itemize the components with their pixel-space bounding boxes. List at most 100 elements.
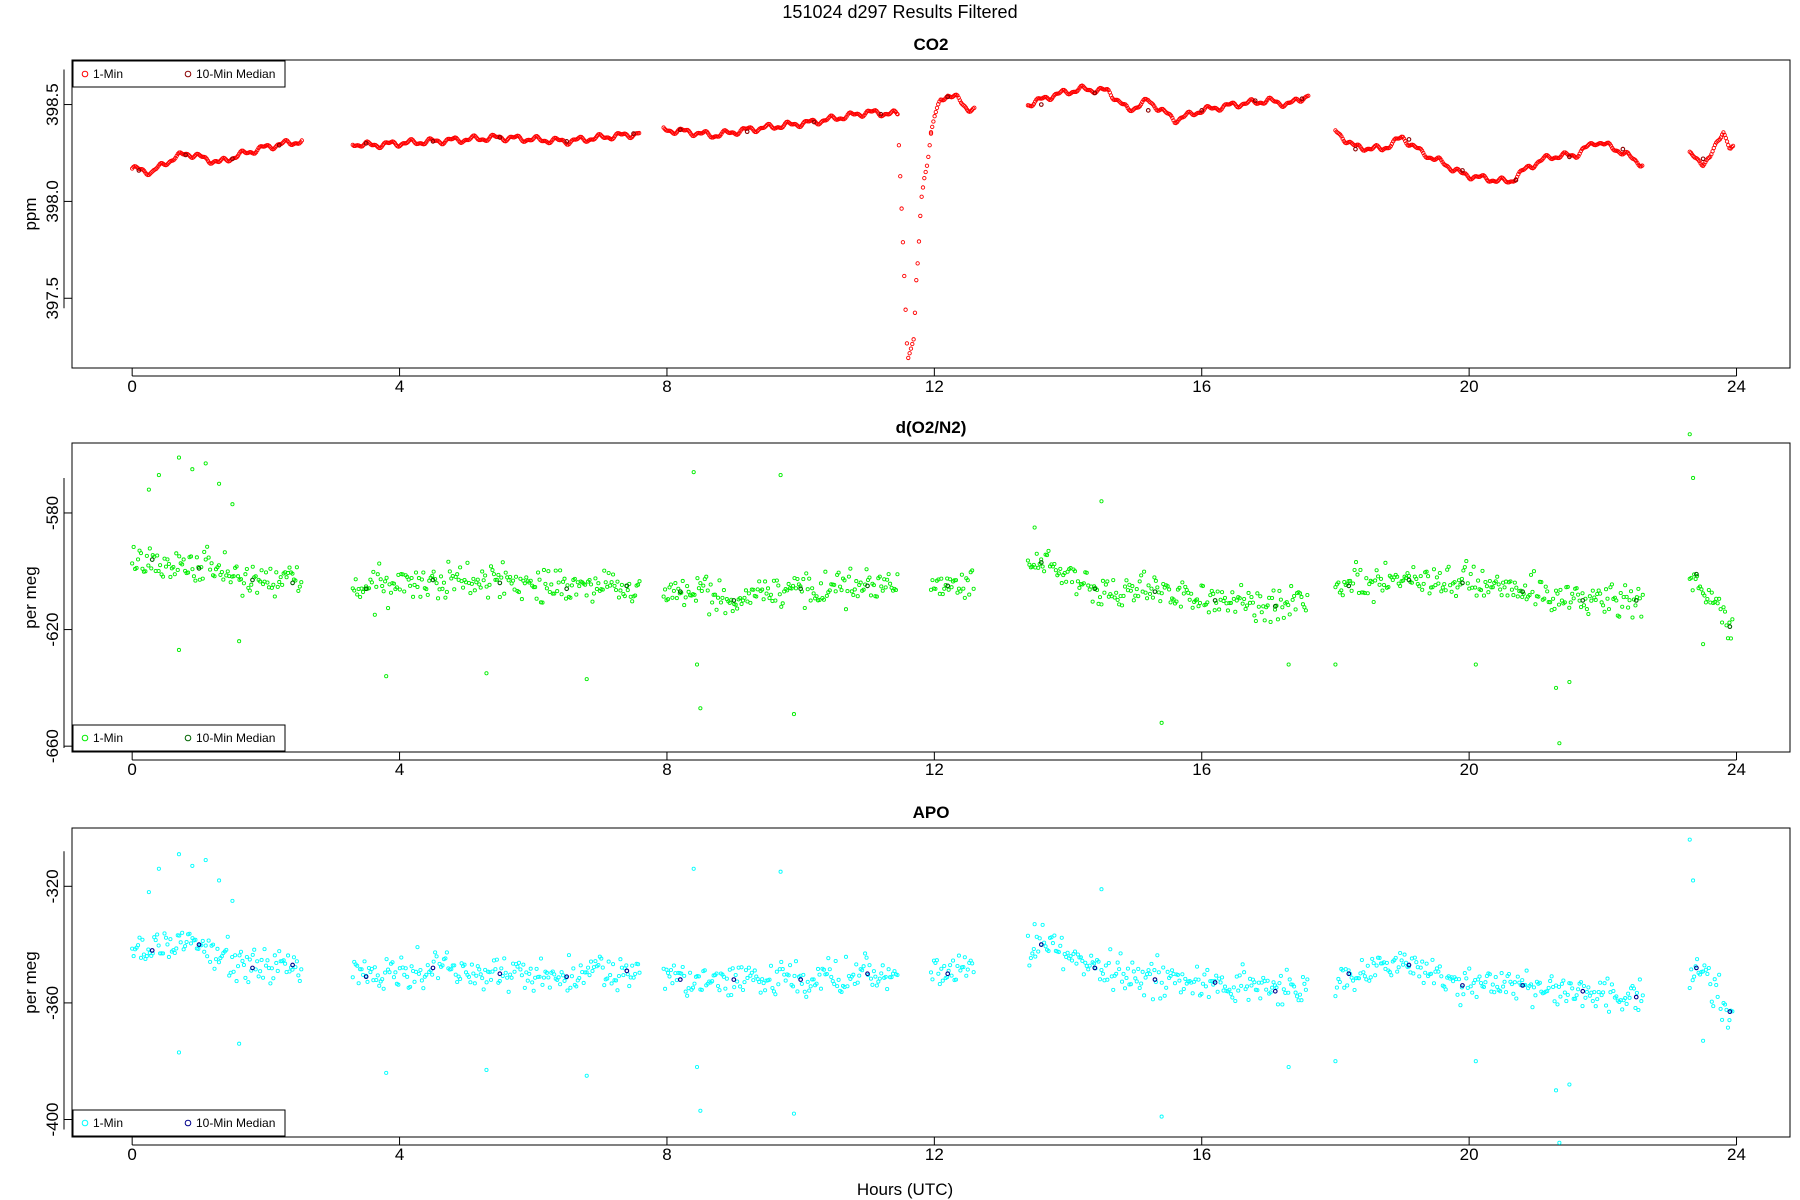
- point: [384, 957, 389, 962]
- point: [757, 579, 762, 584]
- point: [1442, 582, 1447, 587]
- point: [259, 568, 264, 573]
- point: [1286, 603, 1291, 608]
- point: [561, 579, 566, 584]
- point: [1046, 548, 1051, 553]
- point: [1565, 584, 1570, 589]
- point: [763, 988, 768, 993]
- point: [540, 600, 545, 605]
- point: [948, 963, 953, 968]
- point: [503, 970, 508, 975]
- median-point: [497, 971, 503, 977]
- point: [1478, 980, 1484, 986]
- point: [799, 981, 804, 986]
- y-tick-label: -660: [43, 729, 62, 763]
- point: [1456, 977, 1462, 982]
- point: [1440, 585, 1445, 590]
- point: [237, 953, 242, 958]
- point: [1233, 609, 1238, 614]
- point: [1467, 966, 1472, 971]
- point: [864, 955, 869, 960]
- point: [956, 953, 961, 958]
- point: [160, 951, 166, 956]
- point: [1631, 597, 1637, 602]
- median-point: [878, 111, 884, 117]
- point: [1177, 585, 1182, 590]
- median-point: [945, 583, 951, 589]
- point: [1506, 971, 1512, 977]
- point: [1356, 976, 1362, 981]
- point: [930, 578, 935, 583]
- point: [522, 985, 527, 990]
- point: [1200, 583, 1205, 589]
- point: [708, 582, 713, 587]
- point: [1286, 1064, 1291, 1070]
- point: [287, 565, 292, 570]
- point: [590, 968, 595, 974]
- point: [1139, 981, 1144, 986]
- point: [633, 971, 638, 976]
- point: [1239, 583, 1244, 588]
- point: [1081, 581, 1086, 586]
- point: [596, 962, 601, 968]
- point: [832, 582, 837, 587]
- point: [879, 584, 884, 589]
- point: [1558, 587, 1563, 592]
- point: [755, 976, 760, 982]
- point: [393, 970, 398, 975]
- point: [724, 976, 729, 981]
- point: [215, 946, 220, 951]
- point: [184, 939, 189, 945]
- point: [707, 612, 712, 617]
- point: [528, 966, 533, 971]
- point: [701, 583, 706, 588]
- point: [144, 954, 149, 959]
- point: [1025, 933, 1030, 938]
- point: [804, 571, 809, 576]
- point: [849, 589, 854, 594]
- point: [962, 955, 967, 960]
- point: [1115, 960, 1120, 965]
- point: [704, 574, 709, 579]
- point: [824, 593, 829, 598]
- point: [477, 967, 482, 972]
- point: [735, 606, 740, 611]
- point: [1537, 980, 1542, 985]
- point: [933, 109, 938, 115]
- point: [559, 592, 564, 597]
- point: [946, 587, 951, 592]
- point: [247, 588, 252, 593]
- point: [918, 213, 923, 219]
- point: [627, 984, 632, 989]
- point: [431, 569, 436, 574]
- point: [1502, 979, 1507, 984]
- point: [1492, 990, 1497, 995]
- point: [1465, 581, 1470, 586]
- point: [1334, 985, 1339, 990]
- point: [146, 563, 151, 568]
- point: [949, 973, 954, 978]
- median-point: [1346, 971, 1352, 977]
- point: [729, 597, 734, 602]
- point: [1255, 591, 1260, 596]
- point: [230, 954, 235, 960]
- point: [1553, 1088, 1559, 1093]
- point: [1424, 569, 1429, 574]
- point: [412, 979, 417, 984]
- point: [1637, 977, 1642, 982]
- point: [193, 937, 198, 942]
- point: [200, 576, 205, 581]
- point: [1712, 977, 1717, 982]
- point: [173, 155, 178, 161]
- median-point: [1092, 90, 1098, 96]
- point: [742, 980, 747, 985]
- median-point: [1038, 942, 1044, 947]
- point: [375, 973, 380, 978]
- point: [1175, 972, 1180, 977]
- point: [1471, 564, 1476, 569]
- panel-title: CO2: [914, 35, 949, 54]
- point: [1097, 595, 1103, 600]
- point: [1378, 576, 1384, 581]
- point: [231, 574, 236, 579]
- point: [1274, 985, 1279, 990]
